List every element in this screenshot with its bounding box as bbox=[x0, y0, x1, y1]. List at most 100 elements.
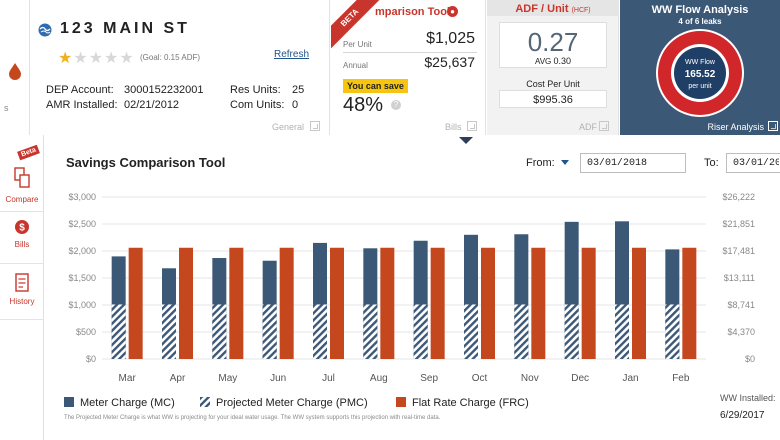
bar-flat-rate-charge[interactable] bbox=[330, 247, 344, 359]
x-tick-label: Aug bbox=[370, 373, 388, 384]
selected-tile-caret-icon bbox=[459, 137, 473, 144]
x-tick-label: Nov bbox=[521, 373, 539, 384]
legend-label-meter: Meter Charge (MC) bbox=[80, 397, 175, 409]
ww-flow-unit: per unit bbox=[688, 83, 712, 90]
adf-header bbox=[487, 0, 619, 16]
dep-account-value: 3000152232001 bbox=[124, 84, 204, 96]
y-tick-label: $2,000 bbox=[68, 246, 96, 256]
bar-projected-charge[interactable] bbox=[212, 304, 227, 359]
left-rail: Beta Compare $ Bills History bbox=[0, 135, 44, 440]
bar-flat-rate-charge[interactable] bbox=[128, 247, 143, 359]
adf-value-box: 0.27 AVG 0.30 bbox=[499, 22, 607, 68]
legend-swatch-flat bbox=[396, 397, 406, 407]
bar-flat-rate-charge[interactable] bbox=[229, 247, 244, 359]
y2-tick-label: $21,851 bbox=[722, 219, 755, 229]
per-unit-value: $1,025 bbox=[426, 30, 475, 47]
legend-item-projected[interactable]: Projected Meter Charge (PMC) bbox=[200, 397, 368, 409]
rail-item-compare[interactable]: Beta Compare bbox=[0, 143, 44, 211]
annual-value: $25,637 bbox=[424, 54, 475, 70]
bills-title: mparison Tool bbox=[375, 6, 450, 18]
bar-flat-rate-charge[interactable] bbox=[632, 247, 646, 359]
ww-flow-title: WW Flow Analysis bbox=[651, 4, 749, 16]
to-date-input[interactable] bbox=[726, 153, 780, 173]
x-tick-label: Mar bbox=[119, 373, 137, 384]
riser-analysis-link[interactable]: Riser Analysis bbox=[707, 122, 764, 132]
help-icon[interactable]: ? bbox=[391, 100, 401, 110]
bar-projected-charge[interactable] bbox=[413, 304, 428, 359]
ww-flow-label: WW Flow bbox=[685, 59, 715, 66]
bar-flat-rate-charge[interactable] bbox=[531, 247, 546, 359]
bar-flat-rate-charge[interactable] bbox=[380, 247, 395, 359]
star-icon: ★ bbox=[119, 50, 135, 67]
bar-flat-rate-charge[interactable] bbox=[179, 247, 193, 359]
bar-flat-rate-charge[interactable] bbox=[279, 247, 294, 359]
y-tick-label: $0 bbox=[86, 354, 96, 364]
bar-projected-charge[interactable] bbox=[464, 304, 478, 359]
x-tick-label: Jun bbox=[270, 373, 286, 384]
globe-icon bbox=[38, 23, 52, 37]
adf-title-unit: (HCF) bbox=[571, 7, 591, 14]
bar-flat-rate-charge[interactable] bbox=[481, 247, 495, 359]
adf-value: 0.27 bbox=[527, 27, 579, 57]
from-date-input[interactable] bbox=[580, 153, 686, 173]
x-tick-label: May bbox=[218, 373, 237, 384]
cost-per-unit-box: $995.36 bbox=[499, 90, 607, 108]
ww-flow-tile: WW Flow Analysis 4 of 6 leaks WW Flow 16… bbox=[620, 0, 780, 135]
y-axis: $0 $500 $1,000 $1,500 $2,000 $2,500 $3,000 bbox=[68, 192, 96, 364]
bar-projected-charge[interactable] bbox=[615, 304, 629, 359]
bar-flat-rate-charge[interactable] bbox=[581, 247, 596, 359]
star-icon: ★ bbox=[73, 50, 89, 67]
general-link[interactable]: General bbox=[272, 122, 305, 132]
x-tick-label: Oct bbox=[472, 373, 488, 384]
bar-projected-charge[interactable] bbox=[313, 304, 327, 359]
y-tick-label: $1,000 bbox=[68, 300, 96, 310]
expand-icon[interactable] bbox=[467, 121, 477, 131]
adf-tile: ADF / Unit (HCF) 0.27 AVG 0.30 Cost Per … bbox=[487, 0, 619, 135]
cost-per-unit-value: $995.36 bbox=[533, 94, 573, 106]
bar-projected-charge[interactable] bbox=[564, 304, 579, 359]
history-icon bbox=[15, 273, 29, 292]
ww-gauge-inner: WW Flow 165.52 per unit bbox=[671, 44, 729, 102]
bar-flat-rate-charge[interactable] bbox=[682, 247, 697, 359]
y-tick-label: $500 bbox=[76, 327, 96, 337]
ww-gauge-core: WW Flow 165.52 per unit bbox=[674, 47, 726, 99]
info-icon[interactable]: ● bbox=[447, 6, 458, 17]
from-dropdown-caret-icon[interactable] bbox=[561, 160, 569, 165]
expand-icon[interactable] bbox=[599, 121, 609, 131]
bar-projected-charge[interactable] bbox=[665, 304, 680, 359]
avg-value: 0.30 bbox=[553, 56, 572, 66]
legend-item-meter[interactable]: Meter Charge (MC) bbox=[64, 397, 175, 409]
legend-label-flat: Flat Rate Charge (FRC) bbox=[412, 397, 529, 409]
expand-icon[interactable] bbox=[310, 121, 320, 131]
bar-flat-rate-charge[interactable] bbox=[430, 247, 445, 359]
star-icon: ★ bbox=[104, 50, 120, 67]
rail-bills-label: Bills bbox=[14, 240, 30, 249]
bills-link[interactable]: Bills bbox=[445, 122, 462, 132]
ww-flow-value: 165.52 bbox=[684, 69, 716, 80]
bar-projected-charge[interactable] bbox=[363, 304, 378, 359]
adf-title: ADF / Unit (HCF) bbox=[487, 3, 619, 15]
com-units-value: 0 bbox=[292, 99, 299, 111]
amr-installed-value: 02/21/2012 bbox=[124, 99, 180, 111]
refresh-link[interactable]: Refresh bbox=[274, 49, 310, 60]
adf-average: AVG 0.30 bbox=[500, 56, 606, 66]
res-units-label: Res Units: bbox=[230, 84, 281, 96]
rail-divider bbox=[0, 211, 44, 212]
legend-item-flat[interactable]: Flat Rate Charge (FRC) bbox=[396, 397, 529, 409]
adf-link[interactable]: ADF bbox=[579, 122, 597, 132]
bar-projected-charge[interactable] bbox=[111, 304, 126, 359]
bar-projected-charge[interactable] bbox=[514, 304, 529, 359]
bar-projected-charge[interactable] bbox=[162, 304, 176, 359]
property-title: 123 MAIN ST bbox=[60, 20, 190, 37]
rail-top-label: s bbox=[4, 103, 9, 113]
bar-projected-charge[interactable] bbox=[262, 304, 277, 359]
expand-icon[interactable] bbox=[768, 121, 778, 131]
rail-divider bbox=[0, 319, 44, 320]
star-icon: ★ bbox=[88, 50, 105, 67]
y2-tick-label: $26,222 bbox=[722, 192, 755, 202]
rail-divider bbox=[0, 263, 44, 264]
amr-installed-label: AMR Installed: bbox=[46, 99, 118, 111]
rail-item-bills[interactable]: $ Bills bbox=[0, 215, 44, 261]
rail-item-history[interactable]: History bbox=[0, 269, 44, 319]
per-unit-label: Per Unit bbox=[343, 40, 372, 49]
